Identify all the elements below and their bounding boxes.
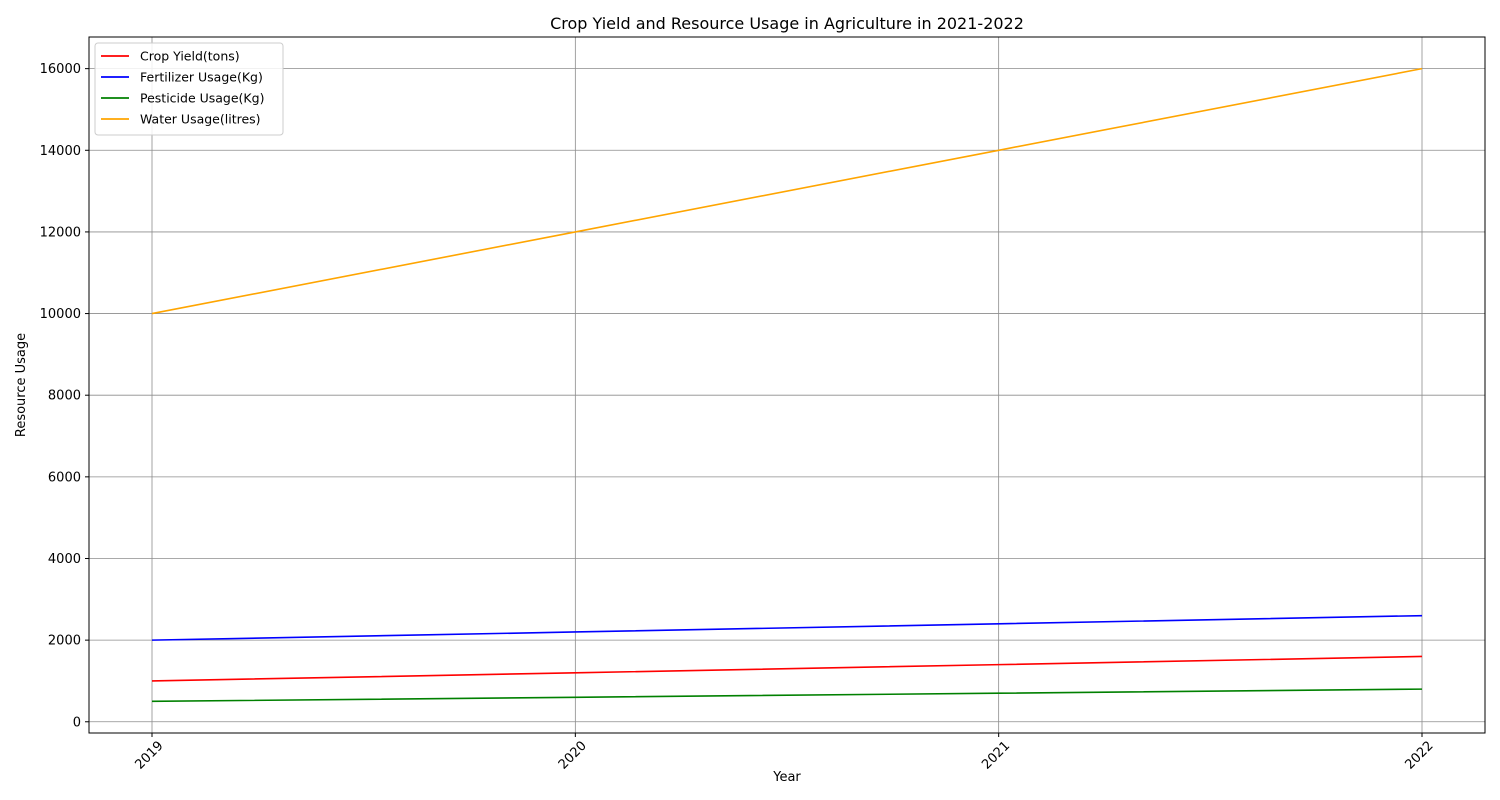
chart-title: Crop Yield and Resource Usage in Agricul… bbox=[550, 14, 1024, 33]
series-line-4 bbox=[151, 67, 1423, 315]
x-axis-label: Year bbox=[772, 770, 801, 785]
legend: Crop Yield(tons) Fertilizer Usage(Kg) Pest… bbox=[94, 42, 284, 136]
series-line-1 bbox=[151, 655, 1423, 682]
series-line-3 bbox=[151, 688, 1423, 703]
y-tick-label: 12000 bbox=[40, 225, 81, 240]
series-lines bbox=[151, 67, 1423, 703]
series-line-2 bbox=[151, 614, 1423, 641]
y-tick-label: 10000 bbox=[40, 307, 81, 322]
y-tick-label: 14000 bbox=[40, 144, 81, 159]
y-tick-label: 6000 bbox=[48, 470, 81, 485]
legend-label: Fertilizer Usage(Kg) bbox=[140, 70, 263, 85]
legend-label: Water Usage(litres) bbox=[140, 112, 261, 127]
y-tick-label: 0 bbox=[73, 715, 81, 730]
y-axis-label: Resource Usage bbox=[14, 333, 29, 437]
legend-label: Pesticide Usage(Kg) bbox=[140, 91, 264, 106]
legend-label: Crop Yield(tons) bbox=[140, 49, 240, 64]
y-tick-label: 16000 bbox=[40, 62, 81, 77]
plot-frame bbox=[88, 36, 1486, 734]
y-tick-label: 2000 bbox=[48, 634, 81, 649]
y-axis-ticks: 0 2000 4000 6000 8000 10000 12000 14000 16000 bbox=[40, 62, 89, 730]
y-tick-label: 8000 bbox=[48, 389, 81, 404]
y-tick-label: 4000 bbox=[48, 552, 81, 567]
grid bbox=[89, 37, 1485, 733]
plot-area bbox=[89, 37, 1485, 733]
legend-box bbox=[94, 42, 284, 136]
